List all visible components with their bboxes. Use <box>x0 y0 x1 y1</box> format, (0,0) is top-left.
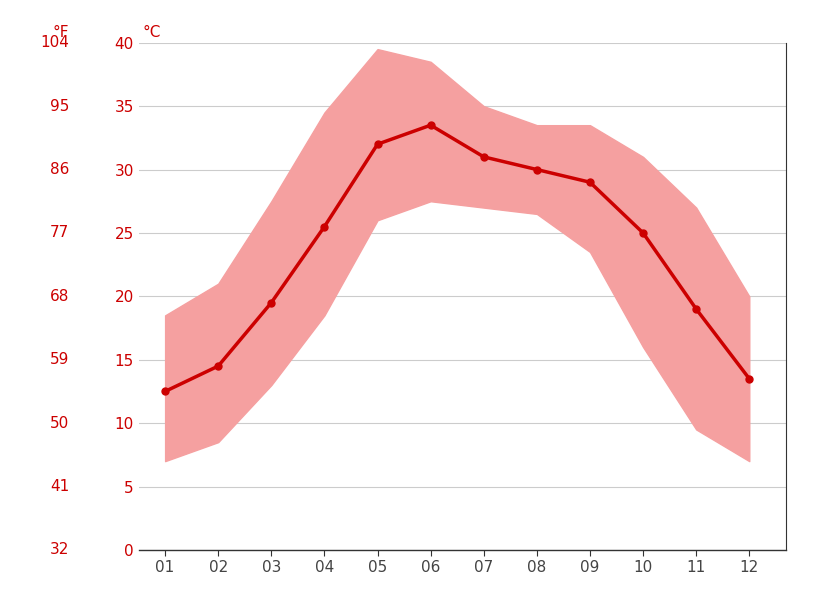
Text: 59: 59 <box>50 352 69 367</box>
Text: 95: 95 <box>50 98 69 114</box>
Text: 50: 50 <box>50 415 69 431</box>
Text: 77: 77 <box>50 225 69 241</box>
Text: 41: 41 <box>50 479 69 494</box>
Text: 68: 68 <box>50 289 69 304</box>
Text: 32: 32 <box>50 543 69 557</box>
Text: 104: 104 <box>41 35 69 50</box>
Text: 86: 86 <box>50 162 69 177</box>
Text: °C: °C <box>143 24 161 40</box>
Text: °F: °F <box>53 24 69 40</box>
